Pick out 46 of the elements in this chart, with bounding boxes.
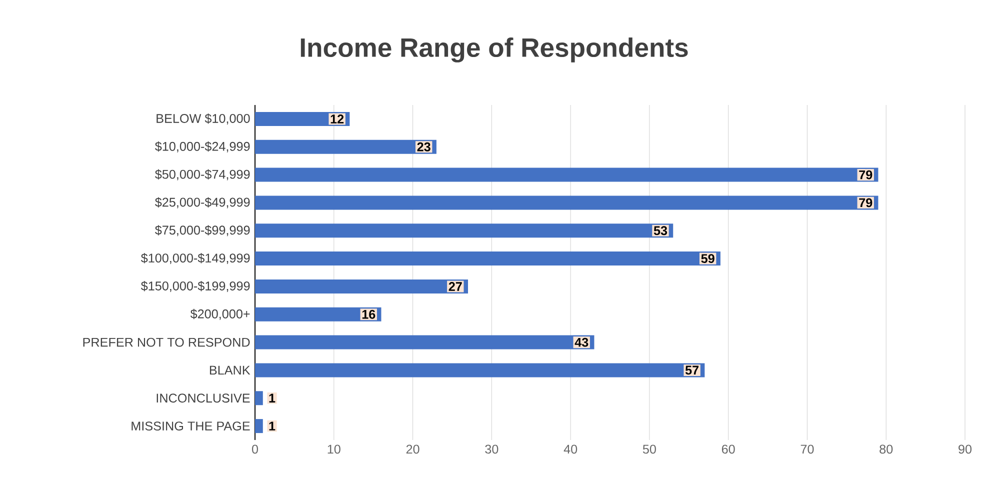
data-label: 57 bbox=[685, 366, 699, 375]
bar bbox=[255, 419, 263, 434]
data-label: 53 bbox=[654, 226, 668, 236]
data-label: 23 bbox=[417, 142, 430, 152]
data-label: 27 bbox=[448, 282, 462, 291]
x-tick-label: 60 bbox=[722, 444, 735, 454]
data-label: 79 bbox=[859, 170, 872, 180]
bar bbox=[255, 307, 382, 322]
y-tick-label: $75,000-$99,999 bbox=[155, 225, 250, 236]
x-tick-label: 80 bbox=[880, 444, 893, 454]
bar bbox=[255, 224, 674, 238]
y-tick-label: $25,000-$49,999 bbox=[155, 197, 250, 208]
data-label: 1 bbox=[269, 394, 276, 402]
y-tick-label: $100,000-$149,999 bbox=[140, 253, 250, 264]
bar bbox=[255, 391, 263, 406]
data-label: 59 bbox=[701, 254, 714, 264]
bar bbox=[255, 140, 436, 154]
y-tick-label: PREFER NOT TO RESPOND bbox=[83, 338, 250, 347]
data-label: 79 bbox=[859, 198, 872, 208]
bar bbox=[255, 363, 705, 378]
x-tick-label: 90 bbox=[958, 444, 972, 454]
bar bbox=[255, 252, 720, 266]
x-tick-label: 20 bbox=[406, 444, 420, 454]
x-tick-label: 30 bbox=[485, 444, 498, 454]
y-tick-label: MISSING THE PAGE bbox=[132, 422, 250, 431]
y-tick-label: $200,000+ bbox=[190, 308, 250, 320]
chart-title: Income Range of Respondents bbox=[300, 38, 688, 62]
x-tick-label: 70 bbox=[800, 444, 814, 454]
data-label: 16 bbox=[362, 310, 376, 319]
y-tick-label: BLANK bbox=[210, 366, 250, 375]
bar bbox=[255, 335, 594, 350]
y-tick-label: $10,000-$24,999 bbox=[155, 141, 250, 152]
x-tick-label: 10 bbox=[328, 444, 340, 454]
x-tick-label: 50 bbox=[642, 444, 656, 454]
bar bbox=[255, 279, 468, 294]
data-label: 1 bbox=[269, 422, 276, 430]
data-label: 12 bbox=[330, 114, 344, 124]
data-label: 43 bbox=[574, 338, 588, 347]
y-tick-label: INCONCLUSIVE bbox=[156, 394, 250, 403]
x-tick-label: 0 bbox=[252, 444, 258, 454]
bar bbox=[255, 196, 878, 210]
x-tick-label: 40 bbox=[564, 444, 578, 454]
y-tick-label: BELOW $10,000 bbox=[156, 113, 250, 124]
y-tick-label: $50,000-$74,999 bbox=[155, 169, 250, 180]
y-tick-label: $150,000-$199,999 bbox=[140, 280, 250, 292]
bar bbox=[255, 168, 878, 182]
